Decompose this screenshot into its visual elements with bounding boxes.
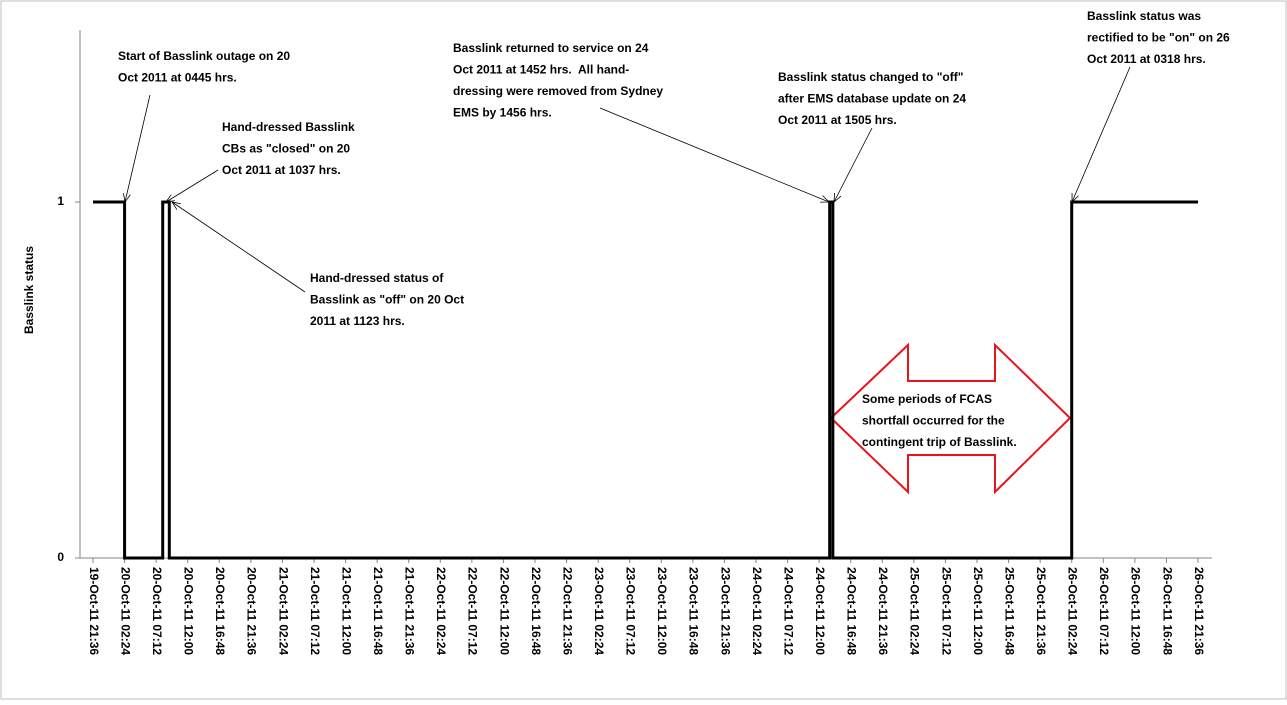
x-tick-label: 23-Oct-11 16:48 (687, 567, 701, 655)
x-tick-label: 21-Oct-11 07:12 (308, 567, 322, 655)
y-tick-label: 0 (57, 550, 64, 564)
x-tick-label: 24-Oct-11 12:00 (813, 567, 827, 655)
x-tick-label: 24-Oct-11 07:12 (781, 567, 795, 655)
x-tick-label: 25-Oct-11 07:12 (939, 567, 953, 655)
x-tick-label: 21-Oct-11 16:48 (371, 567, 385, 655)
arrow-head (819, 195, 830, 203)
annotation-text: Basslink as "off" on 20 Oct (310, 293, 464, 307)
annotation-text: CBs as "closed" on 20 (222, 142, 350, 156)
x-tick-label: 25-Oct-11 16:48 (1002, 567, 1016, 655)
annotation-text: Some periods of FCAS (862, 392, 992, 406)
annotation-text: Basslink status changed to "off" (778, 70, 963, 84)
double-arrow (829, 342, 1072, 495)
arrow-head (833, 192, 842, 203)
x-tick-label: 24-Oct-11 02:24 (750, 567, 764, 655)
x-tick-label: 21-Oct-11 12:00 (339, 567, 353, 655)
annotation-text: 2011 at 1123 hrs. (310, 314, 405, 328)
annotation-text: contingent trip of Basslink. (862, 435, 1017, 449)
x-tick-label: 22-Oct-11 07:12 (466, 567, 480, 655)
annotation-arrow (165, 169, 219, 203)
arrow-head (1071, 192, 1079, 203)
x-tick-label: 22-Oct-11 21:36 (560, 567, 574, 655)
annotation-text: Oct 2011 at 1037 hrs. (222, 163, 341, 177)
annotation-arrow (599, 107, 830, 203)
annotation-text: Start of Basslink outage on 20 (118, 49, 290, 63)
x-tick-label: 20-Oct-11 16:48 (213, 567, 227, 655)
annotation-text: shortfall occurred for the (862, 414, 1005, 428)
annotation-text: Hand-dressed Basslink (222, 120, 355, 134)
annotation-text: Oct 2011 at 0318 hrs. (1087, 52, 1206, 66)
annotation-text: Hand-dressed status of (310, 271, 444, 285)
x-tick-label: 20-Oct-11 12:00 (182, 567, 196, 655)
x-tick-label: 21-Oct-11 21:36 (403, 567, 417, 655)
x-tick-label: 23-Oct-11 02:24 (592, 567, 606, 655)
annotation-text: Basslink status was (1087, 9, 1201, 23)
x-tick-label: 24-Oct-11 21:36 (876, 567, 890, 655)
annotation-text: Oct 2011 at 1505 hrs. (778, 113, 897, 127)
y-tick-label: 1 (57, 194, 64, 208)
x-tick-label: 26-Oct-11 02:24 (1066, 567, 1080, 655)
x-tick-label: 19-Oct-11 21:36 (87, 567, 101, 655)
x-tick-label: 20-Oct-11 07:12 (150, 567, 164, 655)
x-tick-label: 26-Oct-11 12:00 (1129, 567, 1143, 655)
x-tick-label: 26-Oct-11 16:48 (1160, 567, 1174, 655)
annotation-arrow (171, 201, 306, 293)
x-tick-label: 25-Oct-11 21:36 (1034, 567, 1048, 655)
x-tick-label: 22-Oct-11 02:24 (434, 567, 448, 655)
annotation-text: Oct 2011 at 0445 hrs. (118, 71, 237, 85)
annotation-text: Basslink returned to service on 24 (453, 41, 649, 55)
status-line (93, 200, 1198, 560)
x-tick-label: 20-Oct-11 02:24 (118, 567, 132, 655)
annotation-arrow (833, 127, 873, 203)
y-axis-label: Basslink status (22, 246, 36, 334)
annotation-text: rectified to be "on" on 26 (1087, 31, 1230, 45)
x-tick-label: 23-Oct-11 21:36 (718, 567, 732, 655)
annotation-arrow (124, 94, 151, 203)
x-tick-label: 21-Oct-11 02:24 (276, 567, 290, 655)
arrow-head (123, 193, 131, 204)
arrow-head (165, 194, 175, 203)
x-tick-label: 22-Oct-11 12:00 (497, 567, 511, 655)
x-tick-label: 23-Oct-11 12:00 (655, 567, 669, 655)
x-tick-label: 22-Oct-11 16:48 (529, 567, 543, 655)
x-tick-label: 25-Oct-11 02:24 (908, 567, 922, 655)
x-tick-label: 26-Oct-11 21:36 (1192, 567, 1206, 655)
x-tick-label: 26-Oct-11 07:12 (1097, 567, 1111, 655)
annotation-text: EMS by 1456 hrs. (453, 106, 552, 120)
x-tick-label: 25-Oct-11 12:00 (971, 567, 985, 655)
annotation-text: dressing were removed from Sydney (453, 84, 663, 98)
annotation-text: Oct 2011 at 1452 hrs. All hand- (453, 63, 629, 77)
x-tick-label: 20-Oct-11 21:36 (245, 567, 259, 655)
annotation-text: after EMS database update on 24 (778, 92, 966, 106)
x-tick-label: 24-Oct-11 16:48 (845, 567, 859, 655)
x-tick-label: 23-Oct-11 07:12 (624, 567, 638, 655)
annotation-arrow (1071, 66, 1131, 203)
arrow-head (171, 201, 181, 210)
